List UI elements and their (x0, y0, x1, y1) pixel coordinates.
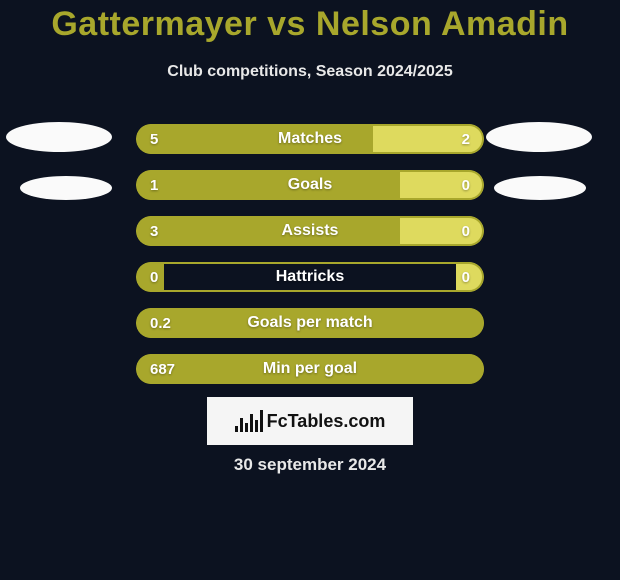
stat-row: Goals per match0.2 (136, 308, 484, 338)
stat-fill-left (136, 308, 484, 338)
player-right-avatar (486, 122, 592, 152)
logo-text: FcTables.com (267, 411, 386, 432)
stat-fill-left (136, 170, 400, 200)
stat-fill-left (136, 216, 400, 246)
stat-row: Goals10 (136, 170, 484, 200)
stat-fill-left (136, 262, 164, 292)
stat-fill-right (456, 262, 484, 292)
stats-container: Matches52 Goals10 Assists30 Hattricks00 Goal… (136, 124, 484, 400)
comparison-canvas: Gattermayer vs Nelson Amadin Club compet… (0, 0, 620, 580)
stat-row: Min per goal687 (136, 354, 484, 384)
player-right-avatar-2 (494, 176, 586, 200)
stat-row: Assists30 (136, 216, 484, 246)
stat-row-border (136, 262, 484, 292)
player-left-avatar (6, 122, 112, 152)
stat-fill-left (136, 354, 484, 384)
player-left-avatar-2 (20, 176, 112, 200)
stat-fill-right (373, 124, 484, 154)
date-text: 30 september 2024 (0, 455, 620, 475)
stat-label: Hattricks (136, 262, 484, 292)
site-logo: FcTables.com (207, 397, 413, 445)
stat-row: Hattricks00 (136, 262, 484, 292)
logo-bars-icon (235, 410, 263, 432)
subtitle: Club competitions, Season 2024/2025 (0, 63, 620, 81)
stat-fill-left (136, 124, 373, 154)
stat-row: Matches52 (136, 124, 484, 154)
stat-fill-right (400, 216, 484, 246)
stat-fill-right (400, 170, 484, 200)
page-title: Gattermayer vs Nelson Amadin (0, 5, 620, 44)
